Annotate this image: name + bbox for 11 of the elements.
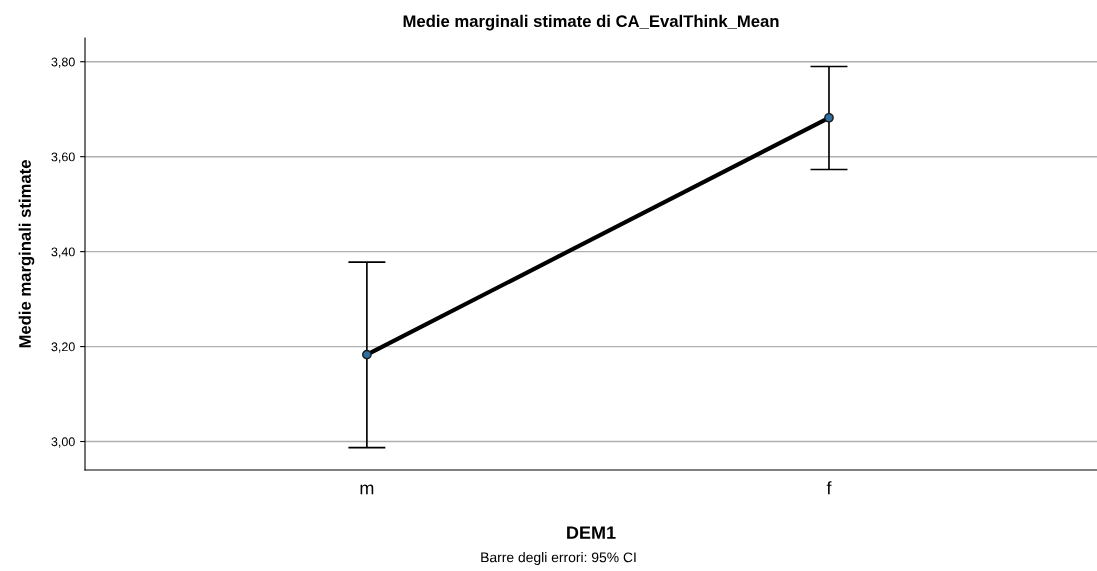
chart-title: Medie marginali stimate di CA_EvalThink_Mean xyxy=(403,14,779,31)
x-axis-title: DEM1 xyxy=(567,526,616,539)
x-tick-label: m xyxy=(360,484,374,495)
y-axis-title: Medie marginali stimate xyxy=(18,160,35,348)
y-tick-label: 3,00 xyxy=(51,437,75,448)
y-tick-label: 3,80 xyxy=(51,57,75,68)
y-tick-label: 3,20 xyxy=(51,342,75,353)
x-tick-label: f xyxy=(826,481,832,495)
y-tick-label: 3,40 xyxy=(51,247,75,258)
y-tick-label: 3,60 xyxy=(51,152,75,163)
text: Barre degli errori: 95% CI xyxy=(481,552,636,565)
